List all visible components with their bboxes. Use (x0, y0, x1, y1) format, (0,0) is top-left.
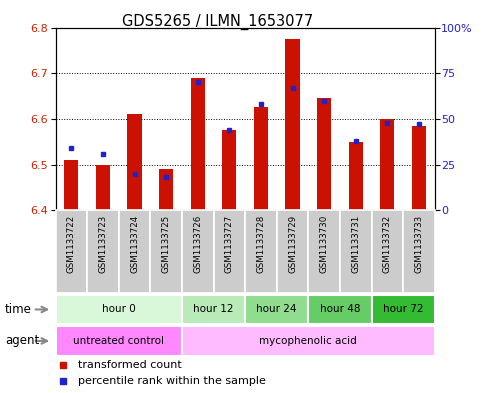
Bar (371, 295, 435, 324)
Bar (277, 210, 308, 293)
Bar (285, 39, 299, 210)
Bar (191, 78, 205, 210)
Text: GDS5265 / ILMN_1653077: GDS5265 / ILMN_1653077 (122, 14, 313, 30)
Text: GSM1133728: GSM1133728 (256, 215, 266, 273)
Text: GSM1133732: GSM1133732 (383, 215, 392, 273)
Text: hour 0: hour 0 (102, 305, 136, 314)
Bar (222, 130, 237, 210)
Text: GSM1133729: GSM1133729 (288, 215, 297, 272)
Text: hour 72: hour 72 (383, 305, 424, 314)
Text: GSM1133724: GSM1133724 (130, 215, 139, 273)
Bar (119, 210, 150, 293)
Text: GSM1133722: GSM1133722 (67, 215, 76, 273)
Bar (340, 210, 371, 293)
Bar (96, 165, 110, 210)
Text: hour 48: hour 48 (320, 305, 360, 314)
Bar (64, 160, 78, 210)
Bar (254, 107, 268, 210)
Text: time: time (5, 303, 32, 316)
Text: GSM1133727: GSM1133727 (225, 215, 234, 273)
Bar (308, 295, 371, 324)
Bar (403, 210, 435, 293)
Bar (380, 119, 395, 210)
Text: GSM1133731: GSM1133731 (351, 215, 360, 273)
Bar (245, 295, 308, 324)
Text: transformed count: transformed count (78, 360, 182, 371)
Bar (317, 98, 331, 210)
Bar (182, 210, 213, 293)
Bar (213, 210, 245, 293)
Text: untreated control: untreated control (73, 336, 164, 346)
Bar (371, 210, 403, 293)
Bar (412, 126, 426, 210)
Bar (56, 295, 182, 324)
Bar (128, 114, 142, 210)
Bar (182, 295, 245, 324)
Text: mycophenolic acid: mycophenolic acid (259, 336, 357, 346)
Text: hour 24: hour 24 (256, 305, 297, 314)
Text: GSM1133725: GSM1133725 (162, 215, 170, 273)
Text: GSM1133726: GSM1133726 (193, 215, 202, 273)
Text: GSM1133733: GSM1133733 (414, 215, 424, 273)
Text: GSM1133723: GSM1133723 (99, 215, 107, 273)
Bar (87, 210, 119, 293)
Bar (308, 210, 340, 293)
Bar (182, 326, 435, 356)
Bar (349, 142, 363, 210)
Text: percentile rank within the sample: percentile rank within the sample (78, 376, 266, 386)
Bar (150, 210, 182, 293)
Bar (56, 326, 182, 356)
Bar (56, 210, 87, 293)
Text: GSM1133730: GSM1133730 (320, 215, 328, 273)
Bar (159, 169, 173, 210)
Bar (245, 210, 277, 293)
Text: agent: agent (5, 334, 39, 347)
Text: hour 12: hour 12 (193, 305, 234, 314)
